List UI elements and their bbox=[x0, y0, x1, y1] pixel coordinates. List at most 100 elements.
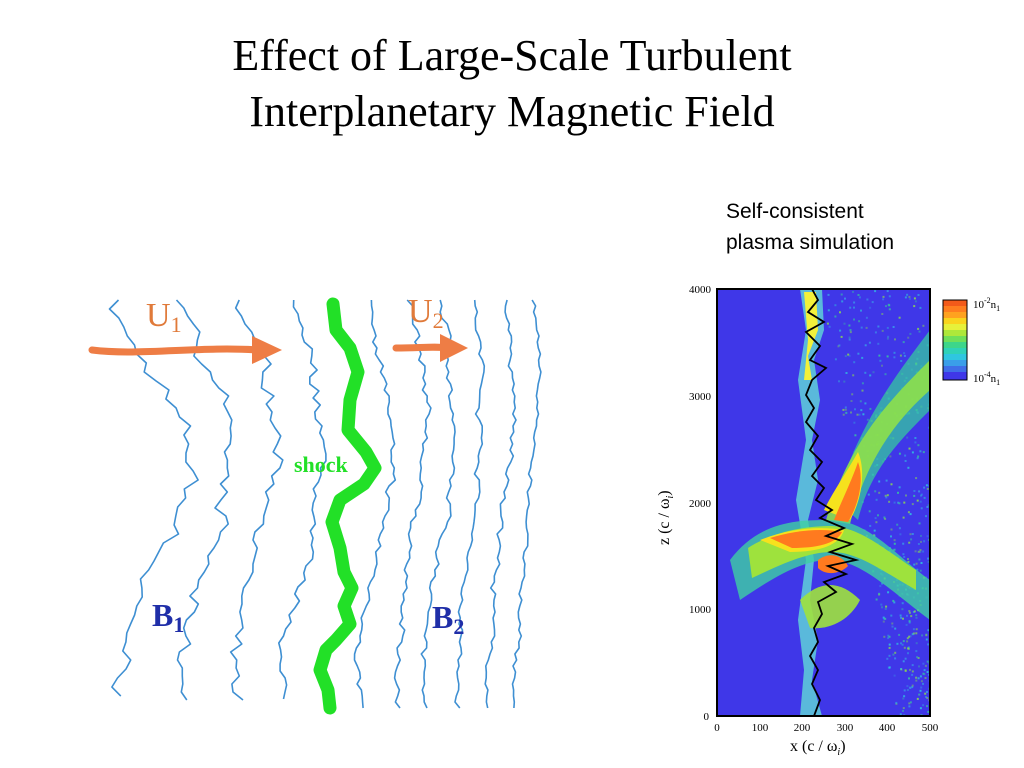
density-speck bbox=[864, 402, 867, 405]
b2-label: B2 bbox=[432, 599, 464, 639]
density-speck bbox=[913, 494, 916, 497]
density-speck bbox=[919, 689, 922, 692]
density-speck bbox=[917, 327, 920, 330]
density-speck bbox=[877, 514, 879, 517]
density-speck bbox=[920, 507, 923, 510]
density-speck bbox=[926, 506, 929, 508]
density-speck bbox=[911, 684, 914, 687]
density-speck bbox=[864, 371, 867, 374]
u2-arrow-shaft bbox=[392, 343, 450, 352]
density-speck bbox=[912, 632, 915, 635]
density-speck bbox=[917, 657, 920, 659]
density-speck bbox=[908, 621, 911, 624]
downstream-plume bbox=[730, 330, 930, 629]
density-speck bbox=[915, 562, 918, 565]
density-speck bbox=[917, 294, 920, 296]
density-speck bbox=[907, 336, 910, 339]
density-speck bbox=[908, 611, 911, 614]
density-speck bbox=[881, 313, 884, 315]
density-speck bbox=[853, 361, 856, 364]
density-speck bbox=[915, 676, 918, 679]
density-speck bbox=[840, 293, 843, 296]
density-speck bbox=[925, 484, 928, 487]
y-tick-label-1000: 1000 bbox=[689, 604, 712, 616]
density-speck bbox=[845, 372, 848, 374]
density-speck bbox=[881, 582, 884, 585]
density-speck bbox=[885, 605, 888, 608]
density-speck bbox=[882, 616, 885, 619]
density-speck bbox=[875, 521, 878, 524]
density-speck bbox=[850, 411, 852, 414]
density-speck bbox=[865, 316, 868, 319]
density-speck bbox=[903, 695, 906, 698]
density-speck bbox=[915, 642, 918, 645]
density-speck bbox=[914, 441, 917, 444]
density-speck bbox=[893, 356, 896, 359]
density-speck bbox=[862, 413, 865, 416]
density-speck bbox=[878, 592, 881, 595]
density-speck bbox=[906, 293, 909, 296]
field-line bbox=[511, 299, 542, 709]
density-speck bbox=[886, 337, 889, 340]
density-speck bbox=[844, 297, 846, 300]
density-speck bbox=[899, 614, 902, 617]
density-speck bbox=[893, 601, 896, 604]
density-speck bbox=[894, 338, 896, 341]
density-speck bbox=[859, 400, 862, 403]
density-speck bbox=[853, 301, 856, 304]
density-speck bbox=[888, 666, 891, 669]
density-speck bbox=[848, 324, 851, 327]
density-speck bbox=[838, 344, 841, 347]
density-speck bbox=[904, 296, 907, 299]
density-speck bbox=[906, 436, 909, 439]
density-speck bbox=[926, 691, 928, 693]
density-speck bbox=[890, 614, 893, 617]
density-speck bbox=[926, 535, 929, 538]
density-speck bbox=[869, 374, 872, 377]
density-speck bbox=[919, 549, 922, 552]
density-speck bbox=[916, 697, 919, 700]
density-speck bbox=[912, 628, 915, 631]
density-speck bbox=[879, 359, 882, 362]
density-speck bbox=[901, 602, 904, 605]
density-speck bbox=[909, 533, 912, 536]
density-speck bbox=[908, 610, 911, 612]
field-line bbox=[353, 299, 397, 709]
density-speck bbox=[908, 705, 911, 708]
density-speck bbox=[867, 493, 870, 496]
density-speck bbox=[927, 629, 930, 632]
density-speck bbox=[907, 558, 909, 560]
density-speck bbox=[881, 329, 884, 332]
density-speck bbox=[917, 677, 920, 680]
density-speck bbox=[913, 610, 916, 613]
density-speck bbox=[884, 607, 887, 610]
density-speck bbox=[906, 640, 909, 643]
density-speck bbox=[895, 701, 898, 704]
u1-arrow-head bbox=[252, 336, 282, 364]
density-speck bbox=[860, 409, 863, 412]
density-speck bbox=[869, 524, 872, 527]
u1-label: U1 bbox=[146, 297, 182, 337]
density-speck bbox=[869, 306, 872, 309]
density-speck bbox=[849, 331, 852, 334]
density-speck bbox=[853, 318, 855, 321]
simulation-plot: 0 1000 2000 3000 4000 0 100 200 300 400 … bbox=[656, 284, 1000, 758]
density-speck bbox=[899, 354, 902, 357]
density-speck bbox=[881, 606, 883, 609]
density-speck bbox=[919, 306, 922, 309]
density-speck bbox=[906, 685, 909, 688]
density-speck bbox=[827, 309, 830, 312]
x-tick-label-0: 0 bbox=[714, 722, 720, 734]
density-speck bbox=[919, 450, 922, 453]
x-tick-label-100: 100 bbox=[752, 722, 769, 734]
field-line bbox=[454, 299, 486, 709]
density-speck bbox=[850, 400, 853, 402]
density-speck bbox=[838, 380, 840, 383]
density-speck bbox=[871, 301, 874, 304]
colorbar-max-label: 10-2n1 bbox=[973, 296, 1000, 313]
x-tick-label-500: 500 bbox=[922, 722, 939, 734]
density-speck bbox=[927, 504, 930, 507]
density-speck bbox=[880, 603, 883, 606]
density-speck bbox=[865, 326, 868, 329]
